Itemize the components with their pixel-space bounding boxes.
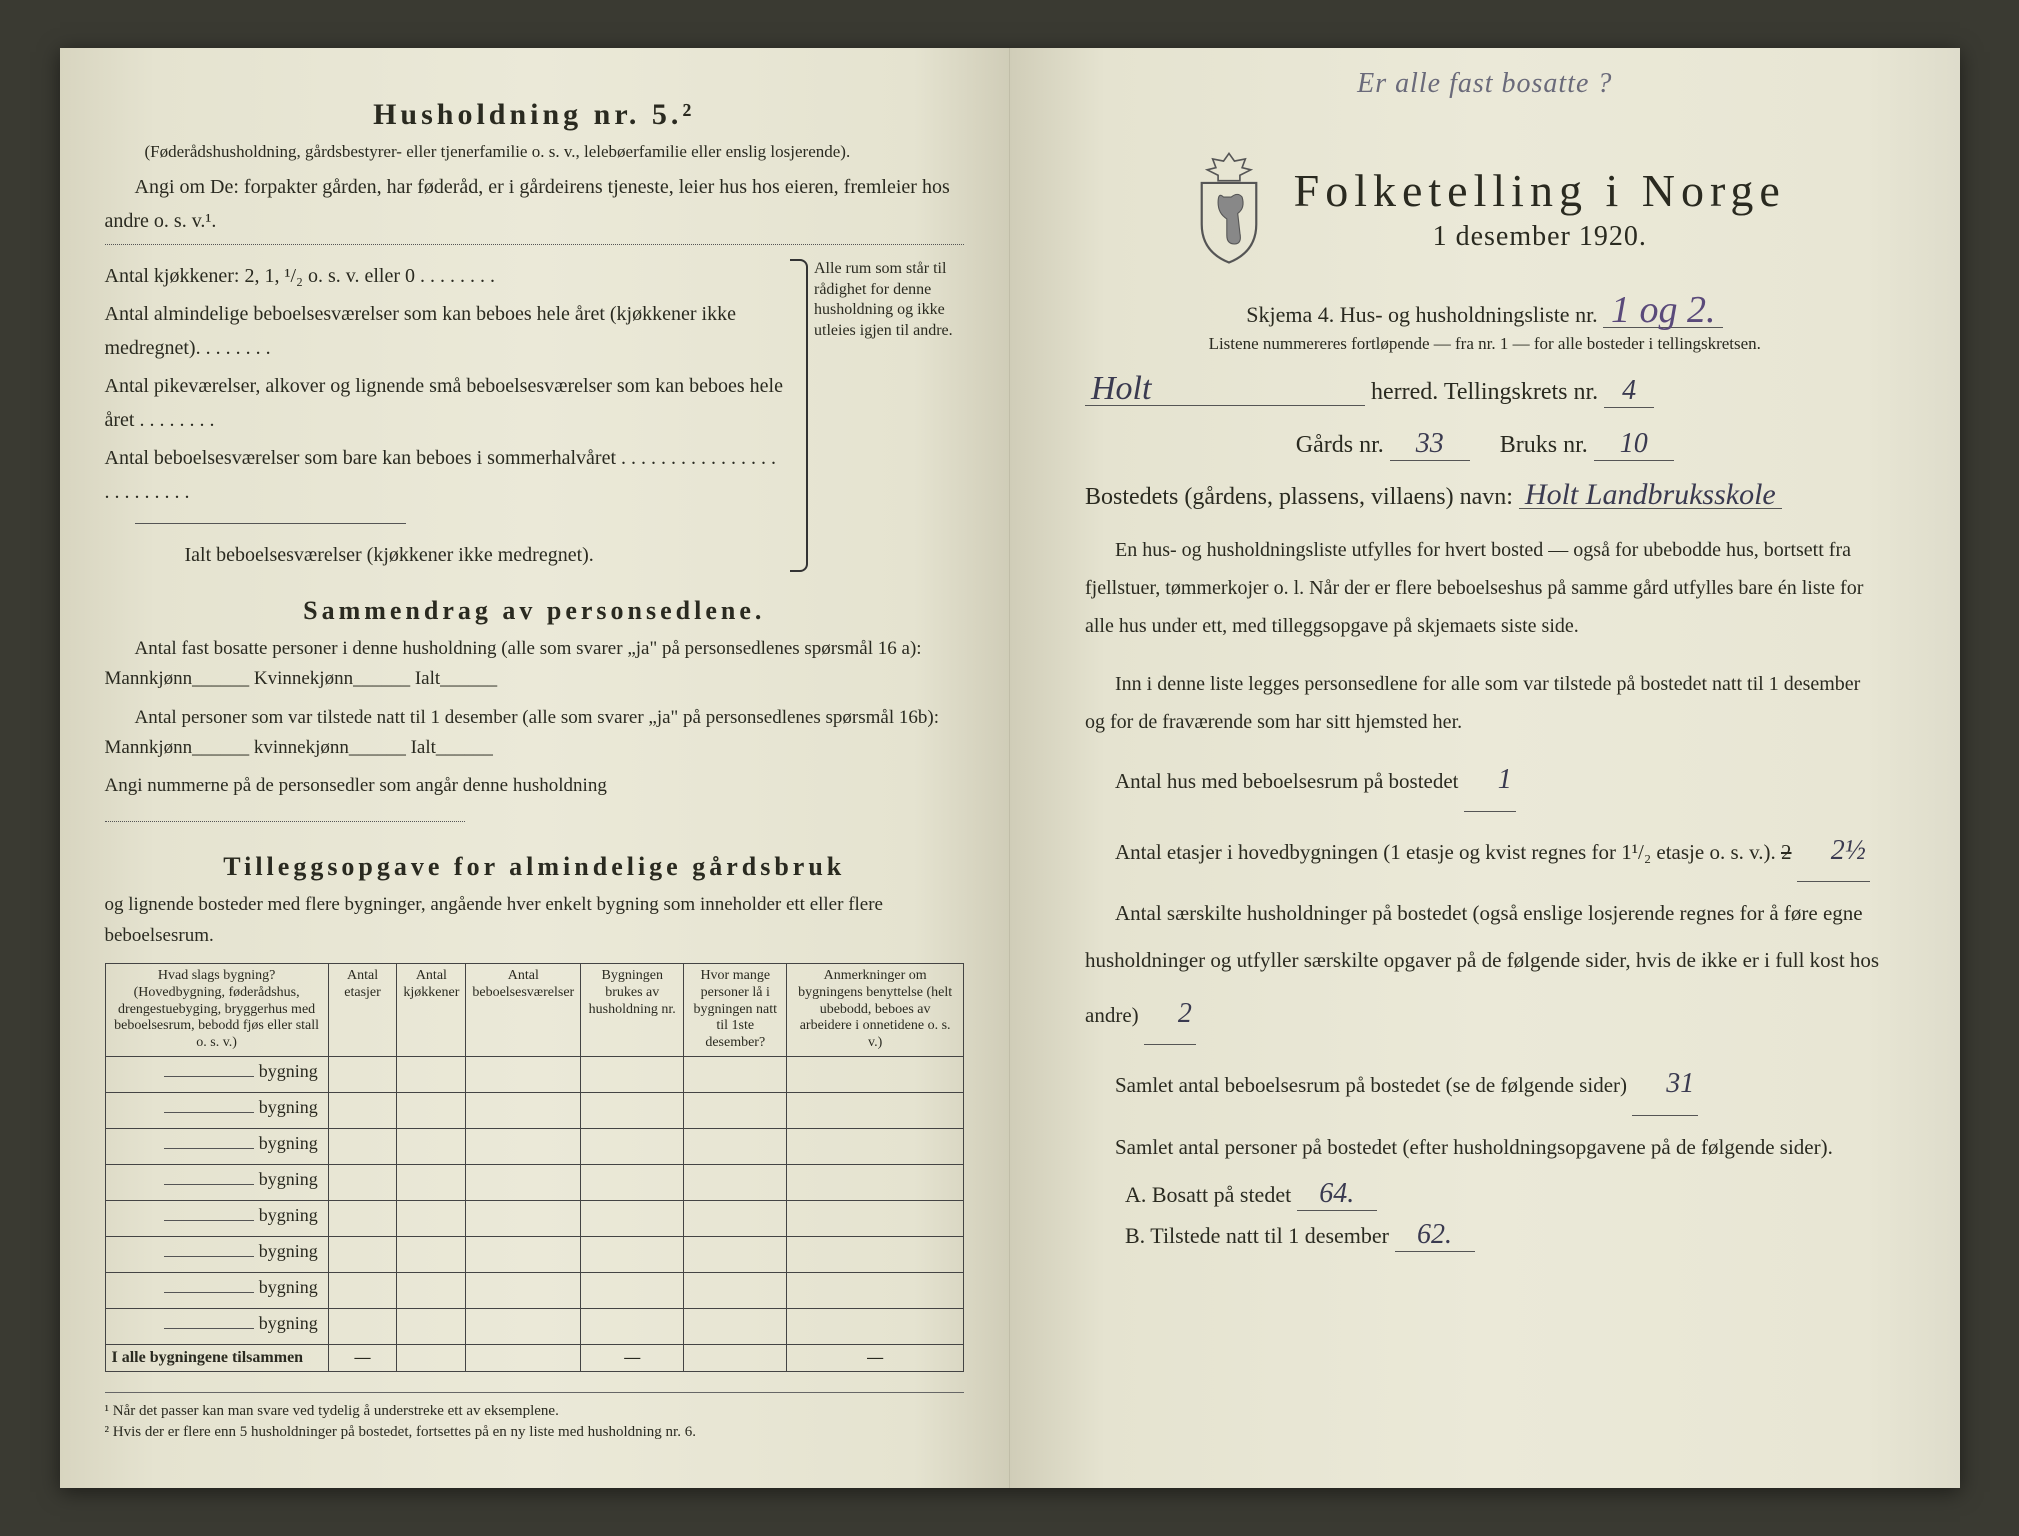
farm-title: Tilleggsopgave for almindelige gårdsbruk: [105, 852, 965, 882]
q5-line: Samlet antal personer på bostedet (efter…: [1085, 1124, 1885, 1170]
q4-value: 31: [1632, 1053, 1698, 1116]
table-row: bygning: [105, 1092, 964, 1128]
date-title: 1 desember 1920.: [1294, 221, 1786, 253]
q1-value: 1: [1464, 749, 1516, 812]
gards-line: Gårds nr. 33 Bruks nr. 10: [1085, 428, 1885, 461]
bruks-value: 10: [1594, 428, 1674, 461]
household-subtitle: (Føderådshusholdning, gårdsbestyrer- ell…: [105, 140, 965, 164]
th-etasjer: Antal etasjer: [328, 963, 397, 1056]
table-row: bygning: [105, 1272, 964, 1308]
b-line: B. Tilstede natt til 1 desember 62.: [1125, 1219, 1885, 1252]
table-row: bygning: [105, 1164, 964, 1200]
title-block: Folketelling i Norge 1 desember 1920.: [1055, 148, 1915, 268]
kitchens-line: Antal kjøkkener: 2, 1, ¹/₂ o. s. v. elle…: [105, 259, 785, 293]
table-row: bygning: [105, 1056, 964, 1092]
bosted-line: Bostedets (gårdens, plassens, villaens) …: [1085, 481, 1885, 511]
table-footer-label: I alle bygningene tilsammen: [105, 1344, 328, 1371]
th-bygning: Hvad slags bygning? (Hovedbygning, føder…: [105, 963, 328, 1056]
summary-line-3: Angi nummerne på de personsedler som ang…: [105, 771, 965, 832]
rooms-total-line: Ialt beboelsesværelser (kjøkkener ikke m…: [105, 538, 785, 572]
right-page: Er alle fast bosatte ? Folketelling i No…: [1010, 48, 1960, 1488]
b-value: 62.: [1395, 1219, 1475, 1252]
a-value: 64.: [1297, 1178, 1377, 1211]
farm-table: Hvad slags bygning? (Hovedbygning, føder…: [105, 963, 965, 1372]
bosted-value: Holt Landbruksskole: [1519, 481, 1782, 509]
summary-title: Sammendrag av personsedlene.: [105, 596, 965, 626]
household-title: Husholdning nr. 5.²: [105, 98, 965, 132]
census-document: Husholdning nr. 5.² (Føderådshusholdning…: [60, 48, 1960, 1488]
brace-bracket: [790, 259, 808, 572]
coat-of-arms-icon: [1184, 148, 1274, 268]
gards-value: 33: [1390, 428, 1470, 461]
q2-value: 2½: [1797, 820, 1870, 883]
table-row: bygning: [105, 1236, 964, 1272]
table-footer-row: I alle bygningene tilsammen ———: [105, 1344, 964, 1371]
dotted-rule: [105, 244, 965, 245]
th-anmerkninger: Anmerkninger om bygningens benyttelse (h…: [787, 963, 964, 1056]
rooms-brace-section: Antal kjøkkener: 2, 1, ¹/₂ o. s. v. elle…: [105, 255, 965, 576]
divider: [135, 523, 407, 524]
main-title: Folketelling i Norge: [1294, 164, 1786, 217]
tellingskrets-value: 4: [1604, 375, 1654, 408]
angi-om-text: Angi om De: forpakter gården, har føderå…: [105, 170, 965, 238]
table-row: bygning: [105, 1128, 964, 1164]
footnote-1: ¹ Når det passer kan man svare ved tydel…: [105, 1401, 965, 1422]
q2-line: Antal etasjer i hovedbygningen (1 etasje…: [1085, 820, 1885, 883]
herred-line: Holt herred. Tellingskrets nr. 4: [1085, 374, 1885, 408]
left-page: Husholdning nr. 5.² (Føderådshusholdning…: [60, 48, 1011, 1488]
listene-line: Listene nummereres fortløpende — fra nr.…: [1055, 334, 1915, 354]
rooms-line-1: Antal almindelige beboelsesværelser som …: [105, 297, 785, 365]
summary-line-1: Antal fast bosatte personer i denne hush…: [105, 634, 965, 695]
q4-line: Samlet antal beboelsesrum på bostedet (s…: [1085, 1053, 1885, 1116]
q1-line: Antal hus med beboelsesrum på bostedet 1: [1085, 749, 1885, 812]
skjema-value: 1 og 2.: [1603, 293, 1723, 328]
th-vaerelser: Antal beboelsesværelser: [466, 963, 581, 1056]
q3-value: 2: [1144, 983, 1196, 1046]
table-row: bygning: [105, 1308, 964, 1344]
rooms-line-3: Antal beboelsesværelser som bare kan beb…: [105, 441, 785, 509]
brace-text: Alle rum som står til rådighet for denne…: [814, 255, 964, 576]
para-2: Inn i denne liste legges personsedlene f…: [1085, 665, 1885, 741]
top-handwritten-note: Er alle fast bosatte ?: [1357, 68, 1612, 100]
th-personer: Hvor mange personer lå i bygningen natt …: [684, 963, 787, 1056]
table-row: bygning: [105, 1200, 964, 1236]
q3-line: Antal særskilte husholdninger på bostede…: [1085, 890, 1885, 1045]
footnotes: ¹ Når det passer kan man svare ved tydel…: [105, 1392, 965, 1443]
farm-subtitle: og lignende bosteder med flere bygninger…: [105, 890, 965, 951]
a-line: A. Bosatt på stedet 64.: [1125, 1178, 1885, 1211]
footnote-2: ² Hvis der er flere enn 5 husholdninger …: [105, 1422, 965, 1443]
para-1: En hus- og husholdningsliste utfylles fo…: [1085, 531, 1885, 645]
th-husholdning: Bygningen brukes av husholdning nr.: [581, 963, 684, 1056]
skjema-line: Skjema 4. Hus- og husholdningsliste nr. …: [1055, 293, 1915, 328]
farm-table-body: bygning bygning bygning bygning bygning …: [105, 1056, 964, 1344]
rooms-line-2: Antal pikeværelser, alkover og lignende …: [105, 369, 785, 437]
summary-line-2: Antal personer som var tilstede natt til…: [105, 703, 965, 764]
herred-value: Holt: [1085, 374, 1365, 406]
th-kjokkener: Antal kjøkkener: [397, 963, 466, 1056]
